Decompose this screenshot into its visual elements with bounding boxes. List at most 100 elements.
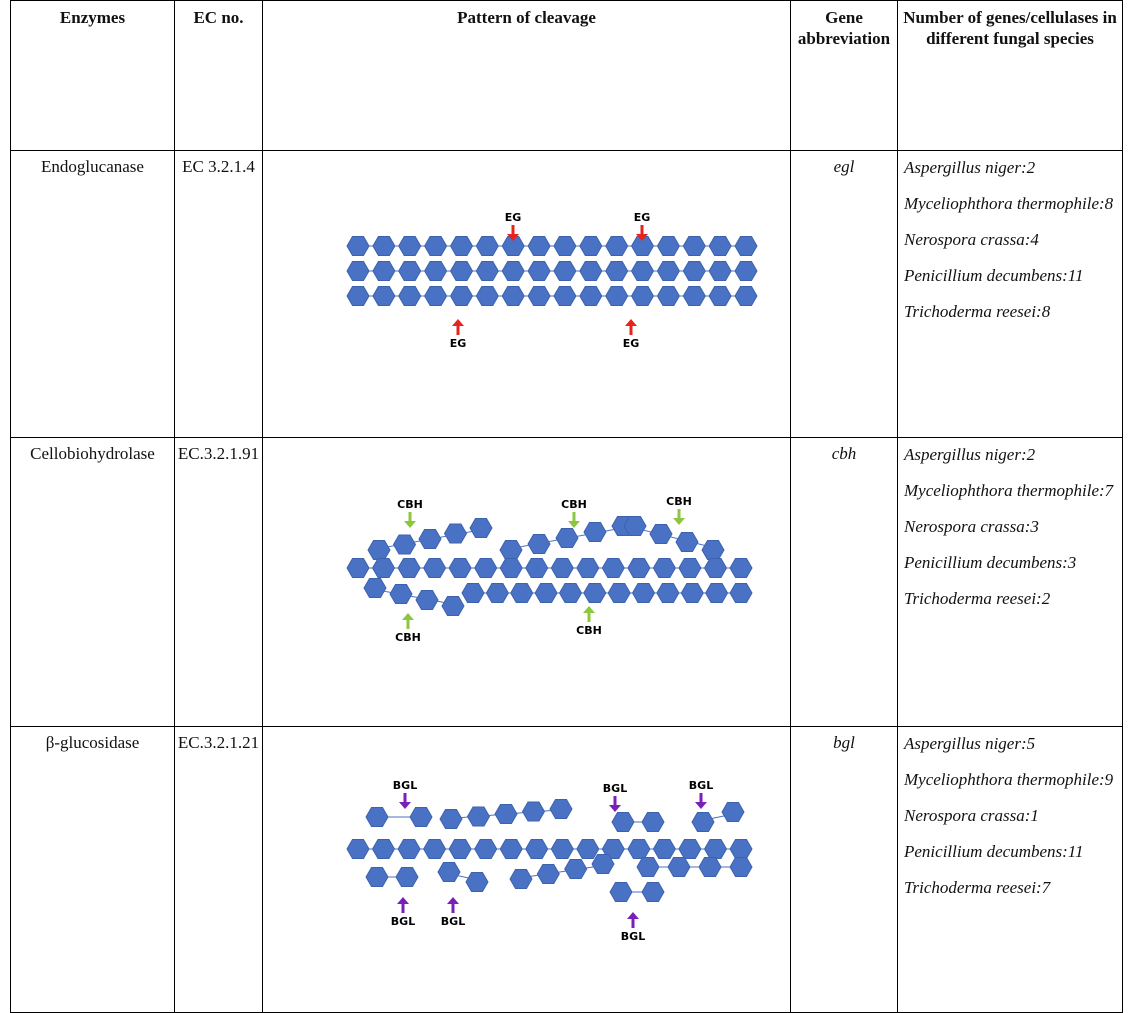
arrow-head [397, 897, 409, 904]
glucose-unit [347, 559, 369, 578]
glucose-unit [735, 287, 757, 306]
glucose-unit [373, 237, 395, 256]
glucose-unit [396, 868, 418, 887]
glucose-unit [502, 262, 524, 281]
glucose-unit [399, 262, 421, 281]
glucose-unit [425, 237, 447, 256]
glucose-unit [449, 840, 471, 859]
glucose-unit [398, 559, 420, 578]
species-entry: Aspergillus niger:2 [904, 444, 1118, 465]
glucose-unit [399, 237, 421, 256]
glucose-unit [632, 287, 654, 306]
glucose-unit [676, 533, 698, 552]
glucose-unit [364, 579, 386, 598]
glucose-unit [606, 237, 628, 256]
glucose-unit [577, 840, 599, 859]
arrow-head [673, 518, 685, 525]
glucose-unit [657, 287, 679, 306]
arrow-head [452, 319, 464, 326]
glucose-unit [730, 559, 752, 578]
glucose-unit [368, 541, 390, 560]
glucose-unit [495, 805, 517, 824]
glucose-unit [451, 287, 473, 306]
header-cell: Gene abbreviation [791, 1, 898, 151]
glucose-unit [451, 237, 473, 256]
cleavage-label: BGL [603, 782, 627, 795]
glucose-unit [424, 840, 446, 859]
glucose-unit [526, 559, 548, 578]
glucose-unit [699, 858, 721, 877]
glucose-unit [462, 584, 484, 603]
glucose-unit [526, 840, 548, 859]
ec-cell: EC 3.2.1.4 [175, 151, 263, 438]
glucose-unit [451, 262, 473, 281]
cleavage-label: CBH [395, 631, 421, 644]
glucose-unit [565, 860, 587, 879]
glucose-unit [550, 800, 572, 819]
glucose-unit [612, 813, 634, 832]
gene-cell: egl [791, 151, 898, 438]
cleavage-label: BGL [621, 930, 645, 943]
glucose-unit [554, 237, 576, 256]
species-entry: Myceliophthora thermophile:8 [904, 193, 1118, 214]
glucose-unit [679, 840, 701, 859]
glucose-unit [440, 810, 462, 829]
glucose-unit [475, 559, 497, 578]
glucose-unit [709, 237, 731, 256]
glucose-unit [584, 523, 606, 542]
glucose-unit [722, 803, 744, 822]
glucose-unit [399, 287, 421, 306]
glucose-unit [398, 840, 420, 859]
glucose-unit [476, 262, 498, 281]
cleavage-label: BGL [391, 915, 415, 928]
glucose-unit [466, 873, 488, 892]
arrow-head [404, 521, 416, 528]
glucose-unit [683, 237, 705, 256]
arrow-head [627, 912, 639, 919]
species-entry: Penicillium decumbens:11 [904, 841, 1118, 862]
glucose-unit [366, 868, 388, 887]
enzyme-cell: Endoglucanase [11, 151, 175, 438]
glucose-unit [468, 807, 490, 826]
glucose-unit [735, 237, 757, 256]
glucose-unit [528, 535, 550, 554]
glucose-unit [419, 530, 441, 549]
arrow-head [568, 521, 580, 528]
glucose-unit [425, 262, 447, 281]
header-cell: Enzymes [11, 1, 175, 151]
header-cell: Number of genes/cellulases in different … [898, 1, 1123, 151]
glucose-unit [442, 597, 464, 616]
glucose-unit [445, 524, 467, 543]
glucose-unit [476, 287, 498, 306]
glucose-unit [551, 840, 573, 859]
cleavage-label: CBH [561, 498, 587, 511]
glucose-unit [657, 262, 679, 281]
arrow-head [402, 613, 414, 620]
glucose-unit [628, 559, 650, 578]
glucose-unit [554, 262, 576, 281]
glucose-unit [584, 584, 606, 603]
glucose-unit [425, 287, 447, 306]
species-entry: Nerospora crassa:4 [904, 229, 1118, 250]
arrow-head [583, 606, 595, 613]
glucose-unit [632, 262, 654, 281]
glucose-unit [528, 237, 550, 256]
glucose-unit [500, 541, 522, 560]
cleavage-label: CBH [666, 495, 692, 508]
glucose-unit [709, 287, 731, 306]
glucose-unit [730, 584, 752, 603]
glucose-unit [373, 287, 395, 306]
glucose-unit [347, 840, 369, 859]
glucose-unit [475, 840, 497, 859]
glucose-unit [580, 262, 602, 281]
arrow-head [625, 319, 637, 326]
species-entry: Trichoderma reesei:7 [904, 877, 1118, 898]
glucose-unit [683, 262, 705, 281]
species-entry: Myceliophthora thermophile:9 [904, 769, 1118, 790]
glucose-unit [347, 237, 369, 256]
